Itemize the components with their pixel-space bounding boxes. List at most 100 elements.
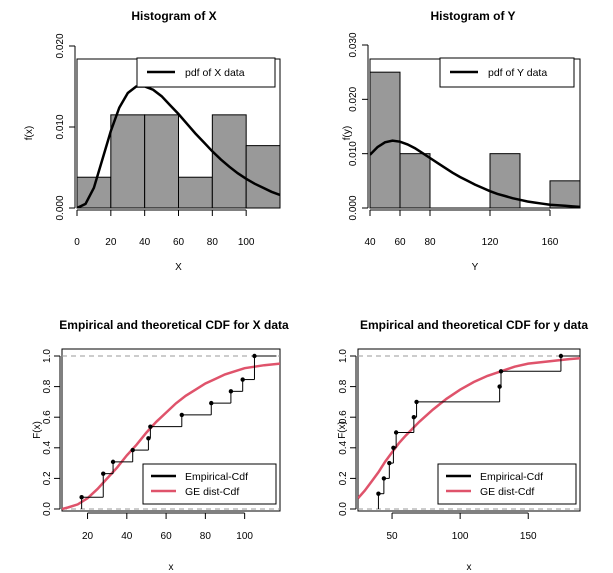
y-axis-label: F(x) (337, 421, 348, 439)
y-tick-label: 0.8 (338, 379, 349, 393)
ecdf-point (391, 445, 396, 450)
y-tick-label: 0.010 (55, 114, 66, 139)
y-tick-label: 0.020 (55, 33, 66, 58)
ecdf-point (387, 460, 392, 466)
legend-box (142, 463, 277, 505)
histogram-bar (549, 180, 580, 208)
ge-cdf-curve (62, 362, 280, 511)
x-axis-label: x (467, 562, 472, 573)
x-tick-label: 60 (173, 237, 185, 248)
y-tick-label: 0.010 (348, 141, 359, 166)
ecdf-point (179, 412, 185, 418)
legend-label: pdf of X data (185, 67, 245, 79)
y-axis-label: f(y) (342, 126, 353, 140)
histogram-bar (178, 176, 213, 208)
chart-panel-1: Histogram of X 0 20 40 60 80 100 0.000 0.010 0.02… (24, 9, 281, 273)
x-tick-label: 20 (105, 237, 117, 248)
y-tick-label: 0.2 (338, 471, 349, 485)
chart-panel-3: Empirical and theoretical CDF for X data… (32, 318, 289, 573)
y-tick-label: 1.0 (338, 349, 349, 363)
x-tick-label: 60 (161, 531, 173, 542)
x-tick-label: 80 (424, 237, 436, 248)
legend: pdf of Y data (439, 57, 575, 88)
ecdf-point (209, 400, 214, 406)
histogram-bar (77, 176, 112, 208)
chart-title: Empirical and theoretical CDF for y data (360, 318, 588, 332)
y-axis-label: f(x) (24, 126, 35, 140)
ecdf-point (101, 471, 106, 476)
histogram-bar (245, 145, 280, 208)
ge-cdf-curve (358, 357, 580, 500)
ecdf-point (414, 399, 419, 405)
x-tick-label: 100 (238, 237, 255, 248)
chart-panel-2: Histogram of Y 40 60 80 120 160 0.000 0.010 0.02… (342, 9, 581, 273)
x-axis-label: Y (472, 262, 479, 273)
plot-area (358, 353, 580, 510)
ecdf-point (558, 353, 564, 359)
chart-panel-4: Empirical and theoretical CDF for y data… (337, 318, 588, 573)
histogram-bar (211, 114, 247, 208)
ecdf-point (381, 476, 387, 481)
ecdf-point (411, 415, 417, 420)
y-tick-label: 0.4 (42, 440, 53, 454)
plot-area (370, 71, 580, 208)
x-tick-label: 100 (236, 531, 253, 542)
x-tick-label: 40 (121, 531, 133, 542)
plot-box (357, 348, 581, 512)
legend-label: GE dist-Cdf (480, 486, 534, 498)
plot-area (62, 353, 280, 511)
histogram-bar (110, 114, 146, 208)
legend: Empirical-Cdf GE dist-Cdf (142, 463, 277, 505)
y-tick-label: 0.6 (42, 410, 53, 424)
chart-title: Empirical and theoretical CDF for X data (59, 318, 289, 332)
y-tick-label: 0.8 (42, 379, 53, 393)
x-axis-label: x (169, 562, 174, 573)
ecdf-point (498, 369, 504, 374)
x-tick-label: 160 (542, 237, 559, 248)
x-tick-label: 80 (200, 531, 212, 542)
x-tick-label: 40 (139, 237, 151, 248)
ecdf-point (240, 377, 245, 382)
legend-label: Empirical-Cdf (185, 471, 248, 483)
x-tick-label: 80 (207, 237, 219, 248)
histogram-bar (399, 153, 431, 208)
y-axis-label: F(x) (32, 421, 43, 439)
ecdf-point (228, 389, 234, 394)
x-tick-label: 60 (394, 237, 406, 248)
ecdf-point (252, 353, 257, 359)
y-tick-label: 0.2 (42, 471, 53, 485)
chart-title: Histogram of X (131, 9, 216, 23)
legend: pdf of X data (136, 57, 276, 88)
ecdf-point (393, 430, 399, 435)
plot-box (61, 348, 281, 512)
ecdf-point (79, 495, 84, 500)
y-tick-label: 1.0 (42, 349, 53, 363)
y-tick-label: 0.0 (338, 502, 349, 516)
plot-area (77, 85, 280, 208)
ecdf-point (148, 424, 153, 429)
x-tick-label: 100 (452, 531, 469, 542)
ecdf-point (110, 459, 116, 465)
y-tick-label: 0.4 (338, 440, 349, 454)
ecdf-point (376, 491, 381, 496)
ecdf-point (130, 447, 135, 453)
x-tick-label: 20 (82, 531, 94, 542)
y-tick-label: 0.020 (348, 86, 359, 111)
legend-box (437, 463, 577, 505)
y-tick-label: 0.6 (338, 410, 349, 424)
ecdf-point (146, 436, 151, 441)
y-tick-label: 0.000 (55, 195, 66, 220)
x-tick-label: 150 (520, 531, 537, 542)
x-tick-label: 0 (74, 237, 80, 248)
legend-label: Empirical-Cdf (480, 471, 543, 483)
legend: Empirical-Cdf GE dist-Cdf (437, 463, 577, 505)
y-tick-label: 0.030 (348, 32, 359, 57)
y-tick-label: 0.0 (42, 502, 53, 516)
pdf-curve (370, 139, 580, 208)
pdf-curve (77, 85, 280, 208)
y-tick-label: 0.000 (348, 195, 359, 220)
legend-label: GE dist-Cdf (185, 486, 239, 498)
x-tick-label: 40 (364, 237, 376, 248)
histogram-bar (144, 114, 180, 208)
